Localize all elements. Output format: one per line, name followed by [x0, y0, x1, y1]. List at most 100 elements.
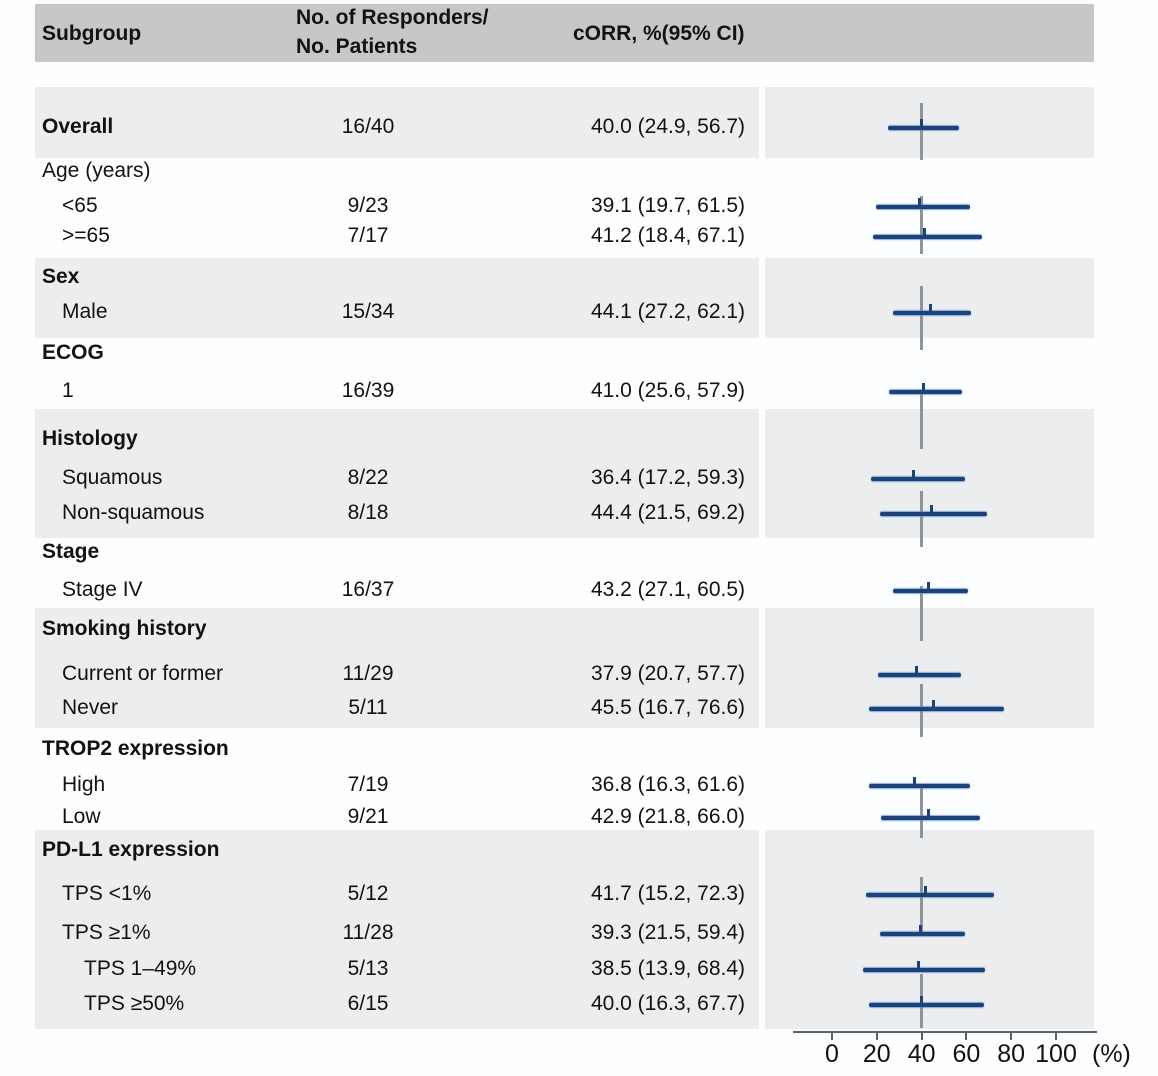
row-corr-value: 41.7 (15.2, 72.3): [590, 882, 746, 905]
ci-line: [887, 126, 959, 130]
column-header-responders-line1: No. of Responders/: [296, 6, 489, 29]
ci-line: [869, 707, 1004, 711]
section-title: ECOG: [42, 341, 104, 364]
reference-line: [920, 286, 923, 350]
row-corr-value: 40.0 (24.9, 56.7): [590, 115, 746, 138]
point-estimate-marker: [920, 119, 924, 127]
row-count: 8/18: [347, 501, 389, 524]
row-label: Low: [62, 805, 101, 828]
section-band: [35, 87, 759, 158]
ci-line: [878, 673, 962, 677]
row-corr-value: 38.5 (13.9, 68.4): [590, 957, 746, 980]
point-estimate-marker: [923, 886, 927, 894]
point-estimate-marker: [926, 809, 930, 817]
row-corr-value: 39.3 (21.5, 59.4): [590, 921, 746, 944]
point-estimate-marker: [922, 383, 926, 391]
row-corr-value: 41.2 (18.4, 67.1): [590, 224, 746, 247]
section-band: [765, 87, 1094, 158]
row-count: 11/29: [342, 662, 394, 685]
x-axis-tick: [875, 1033, 878, 1040]
reference-line: [920, 103, 923, 160]
row-corr-value: 44.1 (27.2, 62.1): [590, 300, 746, 323]
x-axis-tick-label: 60: [952, 1040, 981, 1068]
column-header-responders-line2: No. Patients: [296, 35, 418, 58]
section-band: [765, 409, 1094, 538]
row-corr-value: 40.0 (16.3, 67.7): [590, 992, 746, 1015]
ci-line: [863, 968, 986, 972]
point-estimate-marker: [912, 470, 916, 478]
row-label: TPS <1%: [62, 882, 152, 905]
reference-line: [920, 586, 923, 641]
row-label: Overall: [42, 115, 114, 138]
x-axis-line: [793, 1031, 1097, 1033]
row-corr-value: 43.2 (27.1, 60.5): [590, 578, 746, 601]
row-count: 15/34: [341, 300, 395, 323]
section-band: [35, 608, 759, 728]
row-corr-value: 42.9 (21.8, 66.0): [590, 805, 746, 828]
row-count: 7/17: [347, 224, 389, 247]
point-estimate-marker: [915, 666, 919, 674]
row-label: High: [62, 773, 106, 796]
ci-line: [873, 235, 983, 239]
row-count: 16/39: [341, 379, 395, 402]
ci-line: [880, 816, 980, 820]
section-title: Age (years): [42, 159, 151, 182]
point-estimate-marker: [912, 777, 916, 785]
row-corr-value: 36.4 (17.2, 59.3): [590, 466, 746, 489]
point-estimate-marker: [929, 304, 933, 312]
row-count: 11/28: [342, 921, 394, 944]
row-label: Never: [62, 696, 119, 719]
ci-line: [880, 512, 987, 516]
reference-line: [920, 877, 923, 932]
point-estimate-marker: [918, 198, 922, 206]
point-estimate-marker: [916, 961, 920, 969]
section-band: [35, 258, 759, 338]
x-axis-tick: [1055, 1033, 1057, 1040]
point-estimate-marker: [918, 925, 922, 933]
ci-line: [868, 784, 970, 788]
column-header-responders: No. of Responders/ No. Patients: [296, 3, 489, 61]
section-title: TROP2 expression: [42, 737, 229, 760]
ci-line: [870, 477, 965, 481]
row-label: Current or former: [62, 662, 224, 685]
row-label: TPS 1–49%: [84, 957, 197, 980]
row-count: 16/37: [341, 578, 395, 601]
point-estimate-marker: [929, 505, 933, 513]
row-count: 7/19: [347, 773, 389, 796]
x-axis-unit-label: (%): [1092, 1040, 1131, 1068]
section-band: [765, 830, 1094, 1029]
reference-line: [920, 786, 923, 838]
row-label: <65: [62, 194, 98, 217]
row-label: 1: [62, 379, 74, 402]
row-label: Stage IV: [62, 578, 143, 601]
section-band: [35, 409, 759, 538]
row-count: 16/40: [341, 115, 395, 138]
ci-line: [889, 390, 962, 394]
reference-line: [920, 390, 923, 449]
x-axis-tick: [965, 1033, 968, 1040]
section-title: Histology: [42, 427, 138, 450]
x-axis-tick-label: 0: [825, 1040, 839, 1068]
row-corr-value: 37.9 (20.7, 57.7): [590, 662, 746, 685]
x-axis-tick: [831, 1033, 833, 1040]
section-title: Smoking history: [42, 617, 207, 640]
row-count: 8/22: [347, 466, 389, 489]
row-count: 9/21: [347, 805, 389, 828]
row-label: Non-squamous: [62, 501, 205, 524]
x-axis-tick-label: 80: [997, 1040, 1026, 1068]
x-axis-tick-label: 20: [862, 1040, 891, 1068]
ci-line: [892, 589, 968, 593]
column-header-corr: cORR, %(95% CI): [573, 22, 745, 45]
row-corr-value: 41.0 (25.6, 57.9): [590, 379, 746, 402]
row-corr-value: 36.8 (16.3, 61.6): [590, 773, 746, 796]
row-corr-value: 39.1 (19.7, 61.5): [590, 194, 746, 217]
row-count: 5/11: [348, 696, 388, 719]
row-label: TPS ≥1%: [62, 921, 151, 944]
row-label: Squamous: [62, 466, 163, 489]
row-label: TPS ≥50%: [84, 992, 185, 1015]
section-title: Stage: [42, 540, 100, 563]
row-count: 6/15: [347, 992, 389, 1015]
point-estimate-marker: [920, 996, 924, 1004]
row-label: Male: [62, 300, 108, 323]
